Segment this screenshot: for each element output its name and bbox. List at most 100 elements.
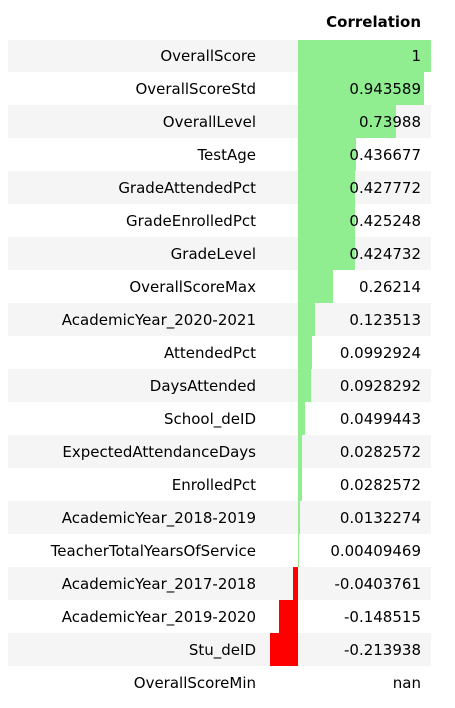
correlation-value: 1 xyxy=(411,46,421,65)
correlation-value: 0.0499443 xyxy=(339,409,421,428)
correlation-cell: 0.26214 xyxy=(270,270,431,303)
correlation-cell: 0.0992924 xyxy=(270,336,431,369)
correlation-value: 0.0282572 xyxy=(339,475,421,494)
correlation-bar xyxy=(298,39,431,72)
correlation-bar xyxy=(298,171,356,204)
correlation-value: 0.73988 xyxy=(358,112,421,131)
table-row: AttendedPct 0.0992924 xyxy=(8,336,431,369)
correlation-cell: 0.436677 xyxy=(270,138,431,171)
correlation-cell: 0.73988 xyxy=(270,105,431,138)
correlation-bar xyxy=(298,270,334,303)
table-row: OverallScoreMin nan xyxy=(8,666,431,699)
correlation-value: 0.0132274 xyxy=(339,508,421,527)
correlation-bar xyxy=(298,402,305,435)
row-label: DaysAttended xyxy=(149,376,256,395)
correlation-value: 0.26214 xyxy=(358,277,421,296)
correlation-bar xyxy=(298,138,357,171)
correlation-value: 0.0992924 xyxy=(339,343,421,362)
correlation-value: -0.213938 xyxy=(344,640,421,659)
table-row: GradeEnrolledPct 0.425248 xyxy=(8,204,431,237)
correlation-cell: -0.0403761 xyxy=(270,567,431,600)
correlation-value: 0.943589 xyxy=(349,79,421,98)
table-row: OverallScore 1 xyxy=(8,39,431,72)
correlation-bar xyxy=(298,72,424,105)
correlation-cell: -0.213938 xyxy=(270,633,431,666)
correlation-value: 0.436677 xyxy=(349,145,421,164)
table-row: GradeLevel 0.424732 xyxy=(8,237,431,270)
correlation-table: Correlation OverallScore 1 OverallScoreStd… xyxy=(8,6,431,699)
correlation-value: 0.427772 xyxy=(349,178,421,197)
row-label: EnrolledPct xyxy=(171,475,256,494)
correlation-cell: 0.00409469 xyxy=(270,534,431,567)
row-label: OverallScore xyxy=(160,46,256,65)
row-label: OverallLevel xyxy=(162,112,256,131)
table-row: TestAge 0.436677 xyxy=(8,138,431,171)
correlation-bar xyxy=(298,204,355,237)
table-row: Stu_deID -0.213938 xyxy=(8,633,431,666)
header-row: Correlation xyxy=(8,6,431,40)
index-header xyxy=(8,6,270,40)
table-row: School_deID 0.0499443 xyxy=(8,402,431,435)
correlation-value: 0.00409469 xyxy=(330,541,421,560)
table-row: OverallLevel 0.73988 xyxy=(8,105,431,138)
correlation-bar xyxy=(298,303,315,336)
row-label: ExpectedAttendanceDays xyxy=(62,442,256,461)
correlation-value: nan xyxy=(392,673,421,692)
row-label: AcademicYear_2020-2021 xyxy=(61,310,256,329)
row-label: OverallScoreStd xyxy=(135,79,256,98)
table-row: OverallScoreMax 0.26214 xyxy=(8,270,431,303)
correlation-cell: 0.425248 xyxy=(270,204,431,237)
correlation-cell: 0.0928292 xyxy=(270,369,431,402)
correlation-value: -0.148515 xyxy=(344,607,421,626)
table-row: AcademicYear_2020-2021 0.123513 xyxy=(8,303,431,336)
table-body: OverallScore 1 OverallScoreStd 0.943589 Over… xyxy=(8,39,431,699)
correlation-cell: 0.0282572 xyxy=(270,435,431,468)
table-row: DaysAttended 0.0928292 xyxy=(8,369,431,402)
row-label: GradeLevel xyxy=(170,244,256,263)
row-label: OverallScoreMax xyxy=(129,277,256,296)
correlation-bar xyxy=(298,468,303,501)
row-label: Stu_deID xyxy=(188,640,256,659)
row-label: OverallScoreMin xyxy=(133,673,256,692)
correlation-value: -0.0403761 xyxy=(334,574,421,593)
correlation-bar xyxy=(298,237,355,270)
row-label: GradeAttendedPct xyxy=(118,178,256,197)
row-label: School_deID xyxy=(163,409,256,428)
table-row: OverallScoreStd 0.943589 xyxy=(8,72,431,105)
table-row: GradeAttendedPct 0.427772 xyxy=(8,171,431,204)
row-label: AttendedPct xyxy=(164,343,256,362)
correlation-value: 0.424732 xyxy=(349,244,421,263)
table-row: AcademicYear_2017-2018 -0.0403761 xyxy=(8,567,431,600)
correlation-cell: 0.0132274 xyxy=(270,501,431,534)
correlation-bar xyxy=(298,105,397,138)
row-label: AcademicYear_2018-2019 xyxy=(61,508,256,527)
correlation-value: 0.0928292 xyxy=(339,376,421,395)
correlation-cell: nan xyxy=(270,666,431,699)
correlation-cell: 0.427772 xyxy=(270,171,431,204)
correlation-cell: 1 xyxy=(270,39,431,72)
correlation-value: 0.123513 xyxy=(349,310,421,329)
correlation-column-header: Correlation xyxy=(270,6,431,40)
correlation-cell: 0.0499443 xyxy=(270,402,431,435)
correlation-bar xyxy=(293,567,299,600)
row-label: AcademicYear_2017-2018 xyxy=(61,574,256,593)
correlation-bar xyxy=(298,369,311,402)
correlation-bar xyxy=(298,336,312,369)
correlation-bar xyxy=(298,534,299,567)
table-row: AcademicYear_2019-2020 -0.148515 xyxy=(8,600,431,633)
row-label: TeacherTotalYearsOfService xyxy=(50,541,256,560)
correlation-cell: 0.0282572 xyxy=(270,468,431,501)
table-row: ExpectedAttendanceDays 0.0282572 xyxy=(8,435,431,468)
row-label: AcademicYear_2019-2020 xyxy=(61,607,256,626)
table-row: EnrolledPct 0.0282572 xyxy=(8,468,431,501)
correlation-cell: 0.943589 xyxy=(270,72,431,105)
correlation-value: 0.0282572 xyxy=(339,442,421,461)
correlation-bar xyxy=(278,600,299,633)
correlation-bar xyxy=(298,435,303,468)
correlation-bar xyxy=(270,633,299,666)
correlation-cell: 0.424732 xyxy=(270,237,431,270)
correlation-cell: -0.148515 xyxy=(270,600,431,633)
correlation-bar xyxy=(298,501,301,534)
row-label: TestAge xyxy=(197,145,256,164)
correlation-value: 0.425248 xyxy=(349,211,421,230)
